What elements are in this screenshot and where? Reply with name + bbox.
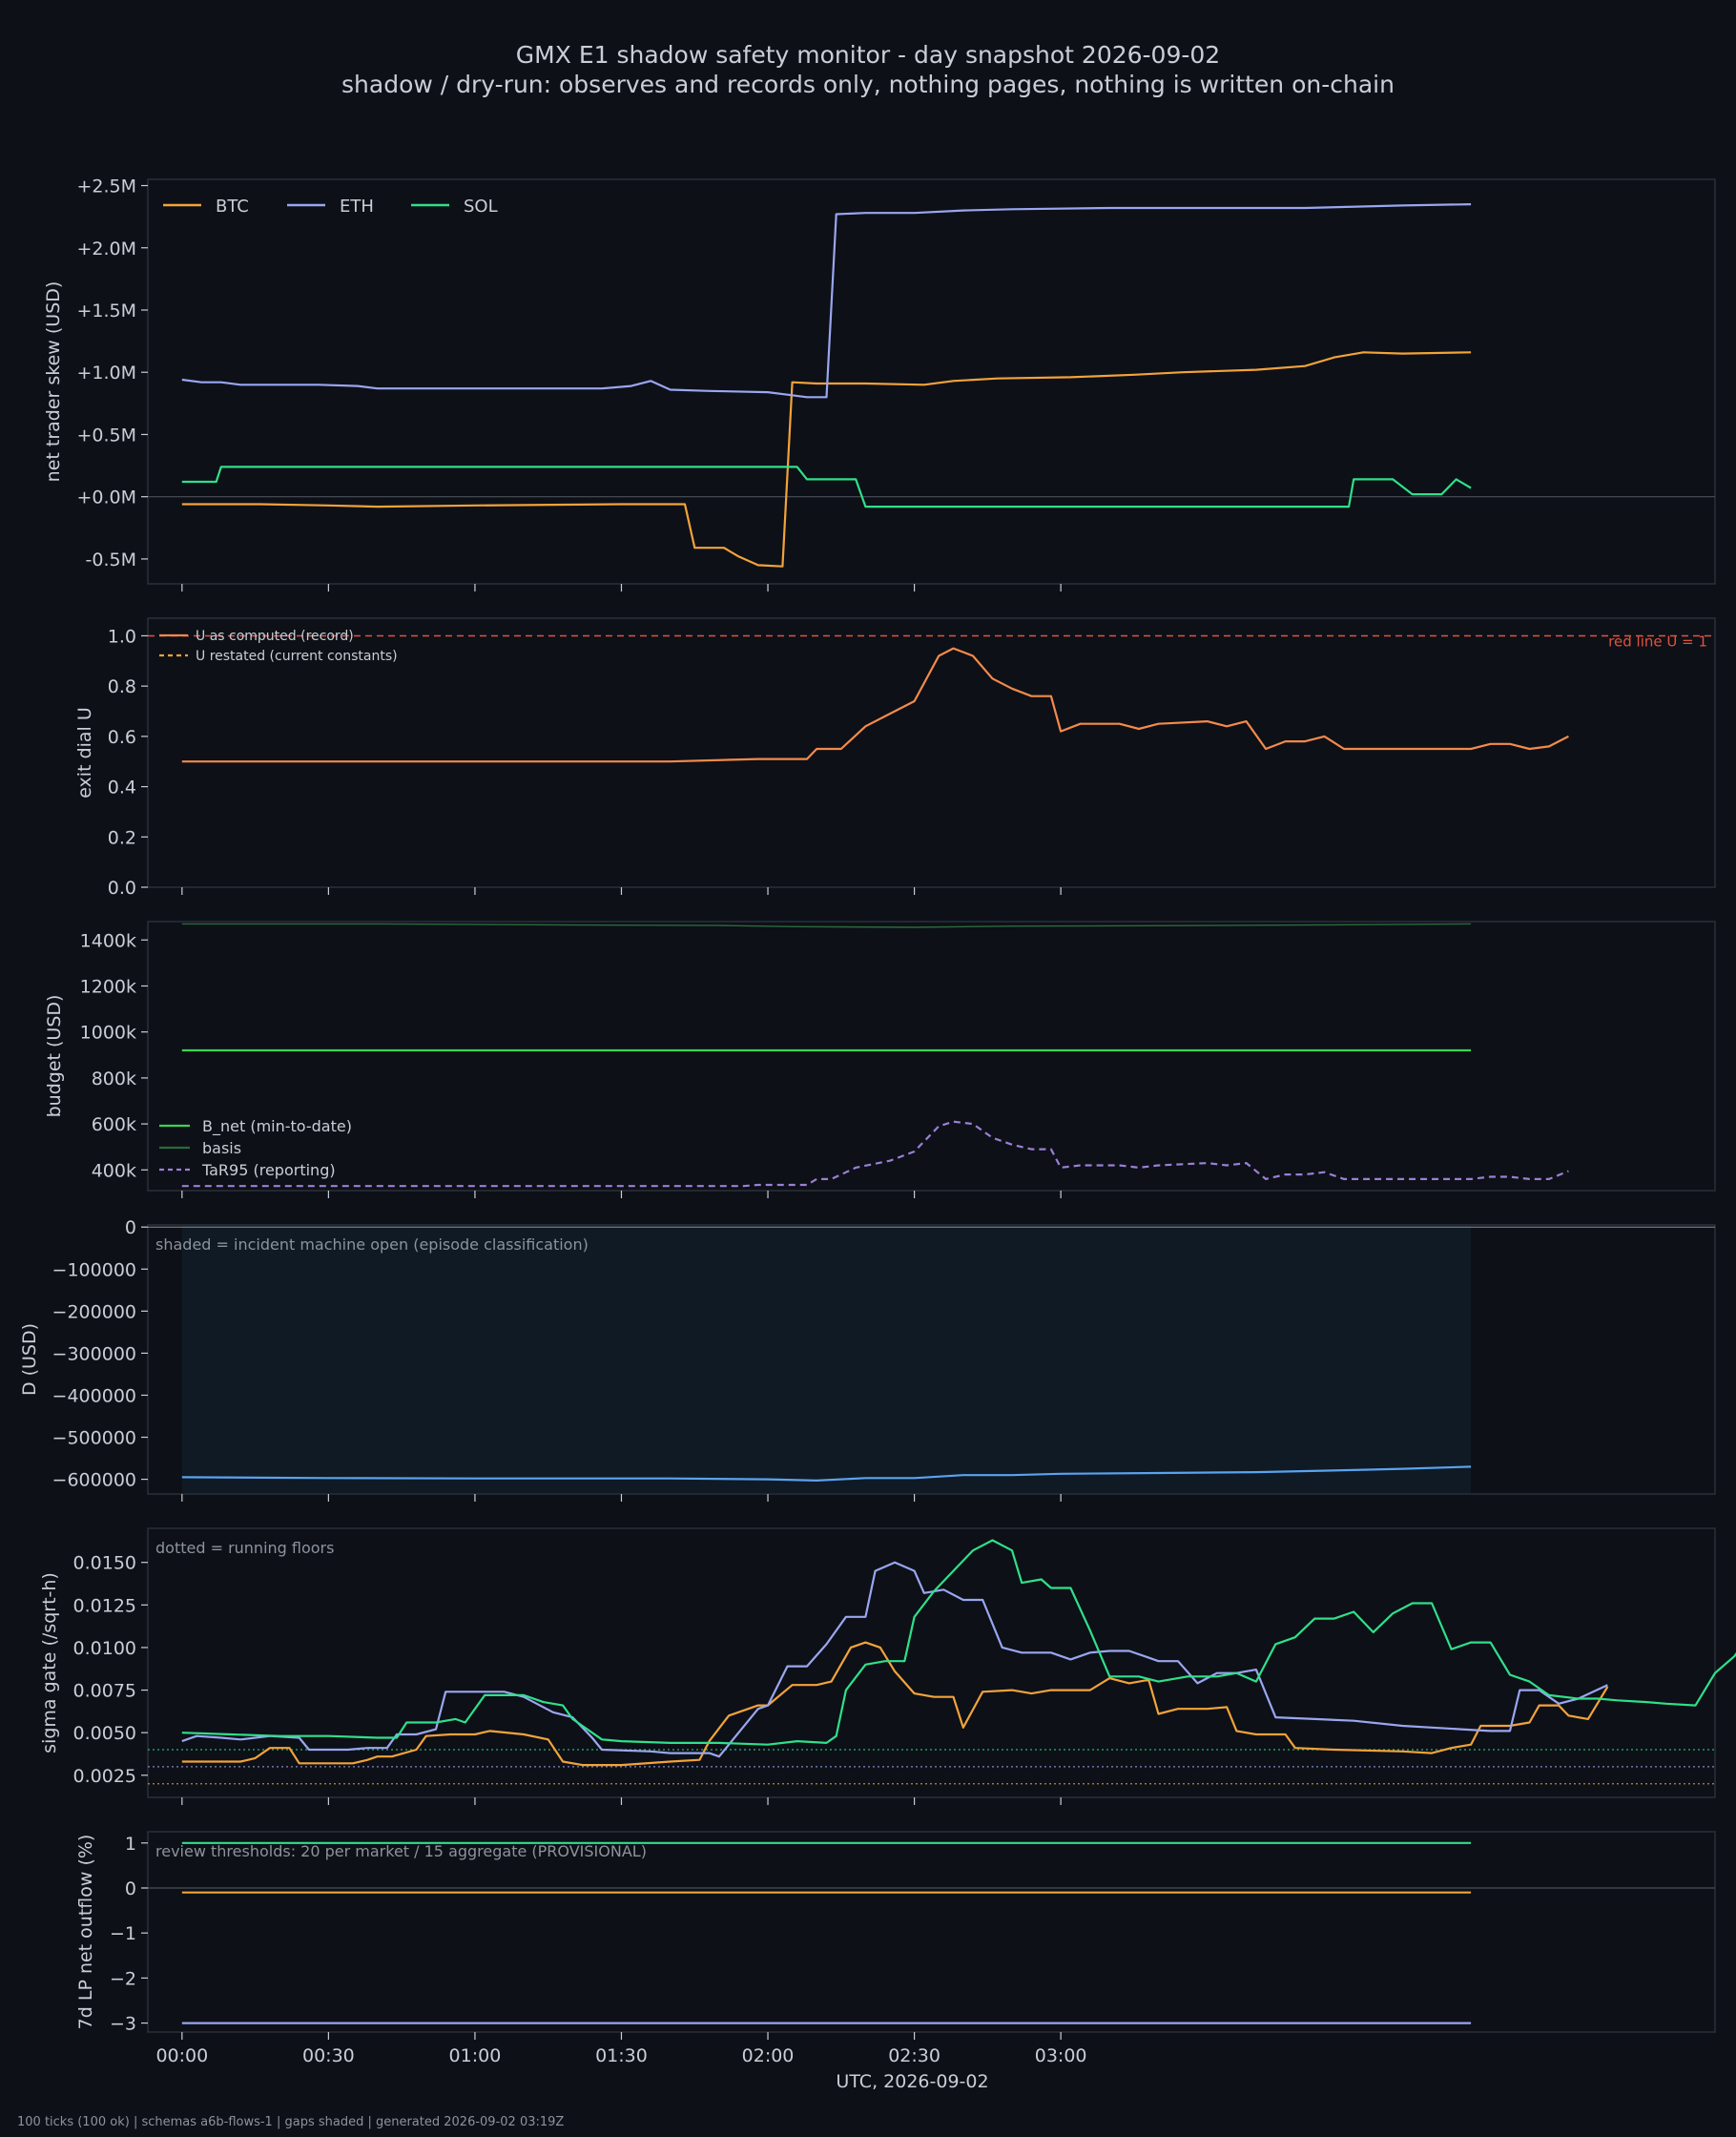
y-tick-label: +1.0M [76, 363, 136, 384]
legend-label: SOL [464, 197, 498, 217]
shaded-region [181, 1226, 1472, 1493]
y-tick-label: −600000 [52, 1470, 136, 1491]
y-tick-label: 0.0025 [73, 1766, 136, 1787]
y-tick-label: 0.2 [108, 827, 136, 848]
y-tick-label: 0.0125 [73, 1595, 136, 1616]
figure-subtitle: shadow / dry-run: observes and records o… [341, 71, 1395, 98]
y-tick-label: 0.6 [108, 727, 136, 748]
panel-lp_outflow: −3 −2 −1 0 1 7d LP net outflow (%) review thre… [75, 1831, 1716, 2092]
x-tick-label: 02:00 [742, 2045, 795, 2066]
y-tick-label: −1 [110, 1923, 136, 1944]
y-axis-label: net trader skew (USD) [43, 281, 64, 483]
panel-d: −600000 −500000 −400000 −300000 −200000 −1000… [19, 1217, 1716, 1502]
y-tick-label: 0.0075 [73, 1681, 136, 1702]
x-tick-label: 02:30 [888, 2045, 940, 2066]
x-tick-label: 00:00 [155, 2045, 208, 2066]
y-tick-label: 1400k [80, 930, 136, 951]
y-tick-label: 0.0150 [73, 1553, 136, 1574]
y-tick-label: 0.4 [108, 778, 136, 799]
figure-footer: 100 ticks (100 ok) | schemas a6b-flows-1… [17, 2115, 564, 2129]
y-tick-label: +0.5M [76, 425, 136, 446]
x-tick-label: 00:30 [302, 2045, 355, 2066]
red-line-label: red line U = 1 [1608, 633, 1707, 650]
y-tick-label: −200000 [52, 1301, 136, 1322]
y-tick-label: +2.0M [76, 239, 136, 259]
legend-label: ETH [340, 197, 374, 217]
y-tick-label: 0.0 [108, 878, 136, 899]
y-tick-label: 1 [125, 1834, 136, 1855]
series-line-btc [181, 351, 1472, 568]
y-tick-label: −100000 [52, 1259, 136, 1280]
legend-label: U as computed (record) [196, 629, 354, 644]
legend-label: basis [202, 1139, 241, 1157]
legend-label: TaR95 (reporting) [201, 1161, 336, 1179]
series-line-eth [181, 203, 1472, 399]
plot-frame [147, 1831, 1716, 2033]
y-tick-label: 0.8 [108, 676, 136, 697]
y-axis-label: budget (USD) [44, 995, 65, 1118]
panel-annotation: review thresholds: 20 per market / 15 ag… [155, 1842, 647, 1860]
x-tick-label: 03:00 [1035, 2045, 1087, 2066]
series-line-tar95-reporting- [181, 1120, 1569, 1188]
y-tick-label: 800k [92, 1068, 136, 1089]
series-line-eth [181, 1561, 1608, 1758]
y-tick-label: −400000 [52, 1385, 136, 1406]
panel-skew: -0.5M +0.0M +0.5M +1.0M +1.5M +2.0M +2.5M net t… [43, 176, 1716, 591]
y-tick-label: −2 [110, 1968, 136, 1989]
panel-annotation: dotted = running floors [155, 1539, 334, 1557]
figure-title: GMX E1 shadow safety monitor - day snaps… [516, 41, 1220, 69]
series-line-d [181, 1465, 1472, 1482]
y-tick-label: 0.0100 [73, 1638, 136, 1659]
x-axis-label: UTC, 2026-09-02 [836, 2071, 988, 2092]
panel-annotation: shaded = incident machine open (episode … [155, 1235, 589, 1254]
y-axis-label: exit dial U [74, 707, 95, 799]
plot-frame [147, 178, 1716, 585]
x-tick-label: 01:00 [449, 2045, 502, 2066]
y-axis-label: sigma gate (/sqrt-h) [39, 1572, 60, 1753]
y-tick-label: 0 [125, 1217, 136, 1238]
y-tick-label: +0.0M [76, 488, 136, 508]
y-tick-label: −300000 [52, 1343, 136, 1364]
y-tick-label: 0.0050 [73, 1723, 136, 1744]
y-tick-label: 0 [125, 1878, 136, 1899]
y-tick-label: +1.5M [76, 301, 136, 322]
x-tick-label: 01:30 [595, 2045, 648, 2066]
y-axis-label: D (USD) [19, 1323, 40, 1396]
y-tick-label: −3 [110, 2014, 136, 2035]
legend-label: B_net (min-to-date) [202, 1117, 352, 1136]
series-line-btc [181, 1641, 1609, 1767]
series-line-sol [181, 466, 1472, 508]
series-line-u-as-computed-record- [181, 647, 1569, 763]
y-tick-label: 1200k [80, 976, 136, 997]
y-axis-label: 7d LP net outflow (%) [75, 1835, 96, 2030]
y-tick-label: 1.0 [108, 626, 136, 647]
plot-frame [147, 617, 1716, 888]
y-tick-label: −500000 [52, 1428, 136, 1449]
series-line-basis [181, 923, 1472, 928]
panel-exit_dial: red line U = 1 0.0 0.2 0.4 0.6 0.8 1.0 exit dia… [74, 617, 1716, 899]
legend-label: U restated (current constants) [196, 649, 398, 664]
series-line-sol [181, 1539, 1736, 1746]
y-tick-label: 400k [92, 1160, 136, 1181]
panel-sigma: 0.0025 0.0050 0.0075 0.0100 0.0125 0.0150 sigm… [39, 1527, 1736, 1805]
plot-frame [147, 921, 1716, 1192]
y-tick-label: -0.5M [86, 550, 136, 571]
y-tick-label: +2.5M [76, 176, 136, 197]
legend-label: BTC [216, 197, 249, 217]
y-tick-label: 1000k [80, 1023, 136, 1044]
y-tick-label: 600k [92, 1114, 136, 1135]
panel-budget: 400k 600k 800k 1000k 1200k 1400k budget (USD) B… [44, 921, 1716, 1198]
panels: -0.5M +0.0M +0.5M +1.0M +1.5M +2.0M +2.5M net t… [19, 176, 1736, 2092]
